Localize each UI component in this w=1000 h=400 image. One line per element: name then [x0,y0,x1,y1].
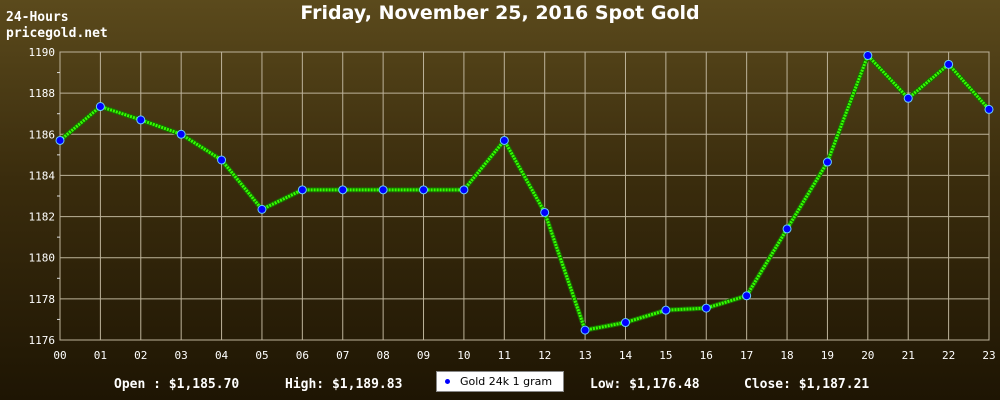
data-point [540,207,550,217]
x-tick-label: 09 [417,349,430,362]
data-point [95,102,105,112]
x-tick-label: 11 [498,349,511,362]
data-point [176,129,186,139]
grid-lines [59,51,990,341]
corner-label-site: pricegold.net [6,26,108,41]
y-tick-label: 1182 [29,211,56,224]
close-price: Close: $1,187.21 [744,377,870,392]
y-tick-label: 1190 [29,46,56,59]
x-tick-label: 06 [296,349,309,362]
legend-label: Gold 24k 1 gram [460,375,553,388]
x-tick-label: 04 [215,349,229,362]
x-tick-label: 19 [821,349,834,362]
x-tick-label: 02 [134,349,147,362]
x-tick-label: 03 [175,349,188,362]
data-point [257,204,267,214]
data-point [217,155,227,165]
x-tick-label: 23 [982,349,995,362]
x-tick-label: 15 [659,349,672,362]
low-price: Low: $1,176.48 [590,377,700,392]
x-tick-label: 05 [255,349,268,362]
series-line-shadow [58,52,991,333]
series-gold [55,50,994,335]
x-tick-label: 16 [700,349,713,362]
x-tick-label: 07 [336,349,349,362]
x-tick-label: 17 [740,349,753,362]
data-point [782,224,792,234]
x-tick-label: 22 [942,349,955,362]
y-tick-label: 1178 [29,293,56,306]
data-point [903,93,913,103]
x-tick-label: 18 [780,349,793,362]
x-tick-label: 13 [578,349,591,362]
x-tick-label: 08 [377,349,390,362]
y-tick-label: 1176 [29,334,56,347]
data-point [580,325,590,335]
data-point [55,135,65,145]
y-tick-label: 1184 [29,169,56,182]
series-line [59,53,991,332]
legend: Gold 24k 1 gram [436,371,564,392]
chart-title: Friday, November 25, 2016 Spot Gold [300,2,700,24]
x-tick-label: 10 [457,349,470,362]
data-point [419,185,429,195]
open-price: Open : $1,185.70 [114,377,240,392]
legend-marker-icon [445,379,450,384]
x-tick-label: 20 [861,349,874,362]
data-point [459,185,469,195]
y-axis-ticks: 1176 1178 1180 1182 1184 1186 1188 1190 [29,46,60,347]
x-axis-ticks: 00 01 02 03 04 05 06 07 08 09 10 11 12 13 14 15 16 17 18 19… [53,349,995,362]
data-point [499,135,509,145]
high-price: High: $1,189.83 [285,377,403,392]
y-tick-label: 1186 [29,128,56,141]
x-tick-label: 14 [619,349,633,362]
data-point [378,185,388,195]
y-tick-label: 1180 [29,252,56,265]
x-tick-label: 00 [53,349,66,362]
data-point [136,115,146,125]
x-tick-label: 12 [538,349,551,362]
corner-label-period: 24-Hours [6,10,69,25]
data-point [701,303,711,313]
y-tick-label: 1188 [29,87,56,100]
data-point [338,185,348,195]
data-point [742,291,752,301]
x-tick-label: 21 [902,349,915,362]
data-point [984,104,994,114]
data-point [863,50,873,60]
data-point [661,305,671,315]
data-point [944,59,954,69]
plot-area [59,51,990,341]
x-tick-label: 01 [94,349,107,362]
data-point [297,185,307,195]
data-point [620,318,630,328]
data-point [822,157,832,167]
